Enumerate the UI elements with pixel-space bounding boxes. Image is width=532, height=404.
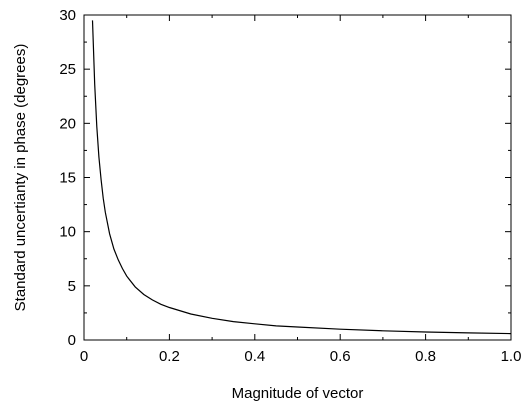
y-tick-label: 20 — [59, 115, 76, 132]
x-tick-label: 0.4 — [244, 348, 265, 365]
x-axis-label: Magnitude of vector — [232, 385, 364, 402]
x-tick-label: 0.2 — [159, 348, 180, 365]
y-axis-label: Standard uncertianty in phase (degrees) — [12, 44, 29, 312]
y-tick-label: 15 — [59, 170, 76, 187]
plot-area: 0 0.2 0.4 0.6 0.8 1.0 0 5 10 15 20 25 30 — [59, 7, 521, 365]
y-tick-label: 10 — [59, 224, 76, 241]
y-tick-label: 30 — [59, 7, 76, 24]
x-tick-label: 0.8 — [415, 348, 436, 365]
y-tick-label: 0 — [68, 332, 76, 349]
y-tick-label: 5 — [68, 278, 76, 295]
y-tick-label: 25 — [59, 61, 76, 78]
x-tick-label: 0 — [80, 348, 88, 365]
x-tick-label: 1.0 — [501, 348, 522, 365]
plot-frame — [83, 14, 512, 341]
series-line — [91, 20, 512, 335]
x-tick-label: 0.6 — [330, 348, 351, 365]
